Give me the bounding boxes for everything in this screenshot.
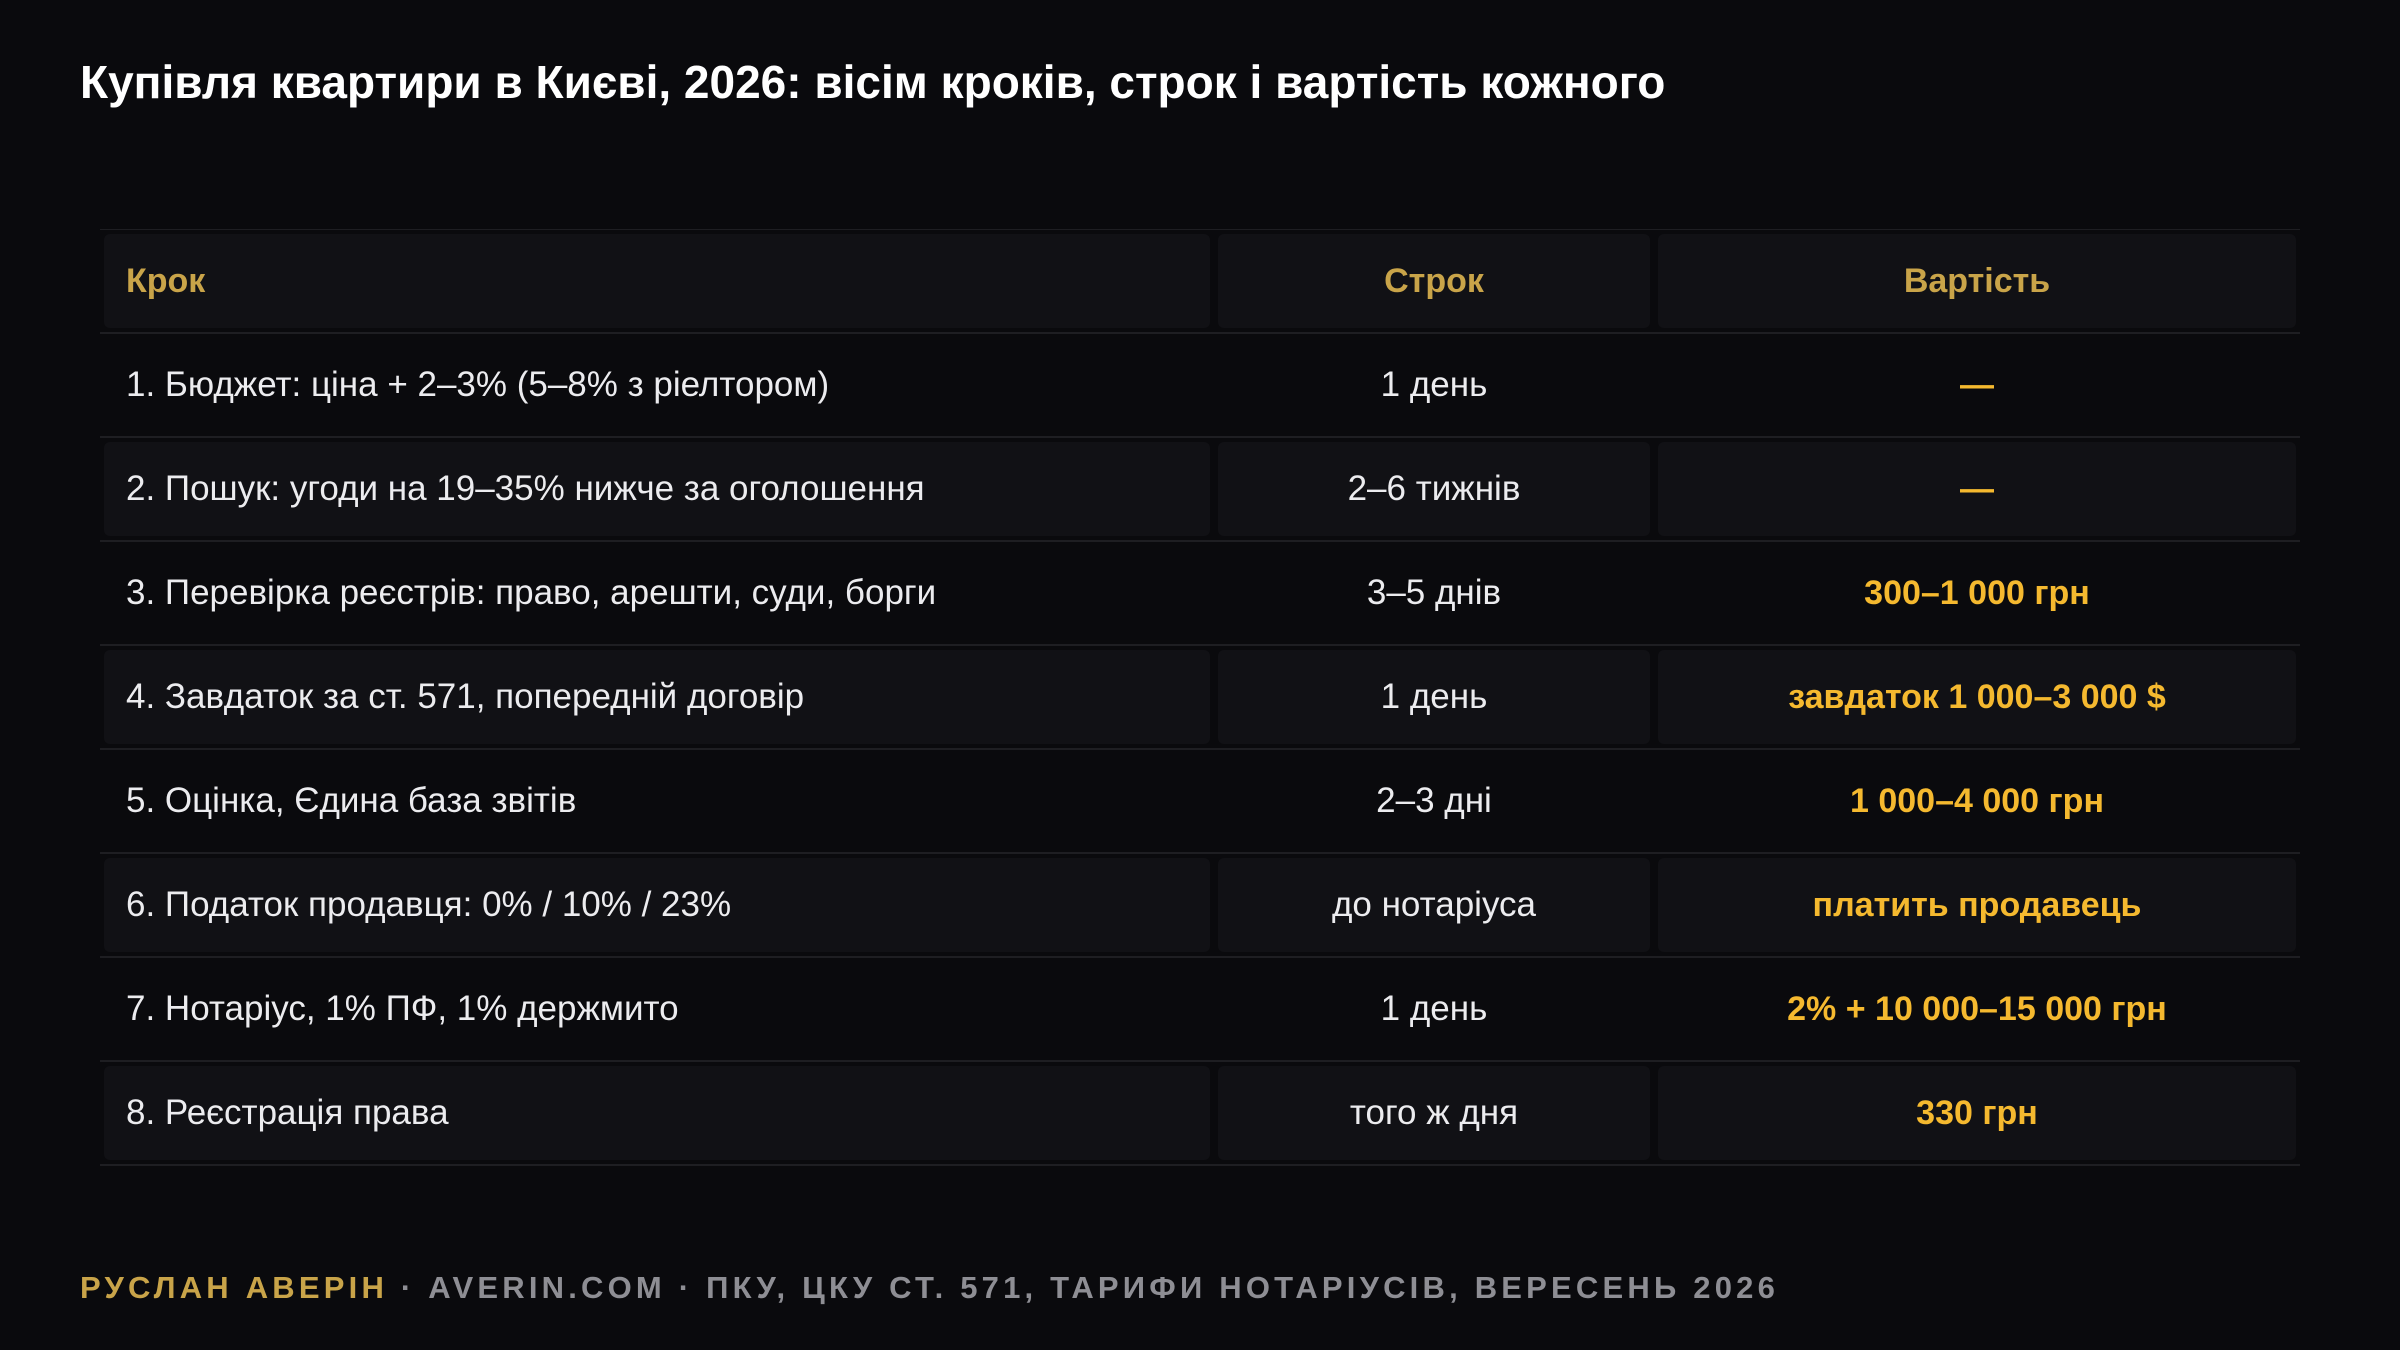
term-cell: того ж дня (1214, 1062, 1654, 1164)
cost-text: завдаток 1 000–3 000 $ (1788, 677, 2166, 716)
header-cell-term: Строк (1214, 230, 1654, 332)
cost-text: платить продавець (1812, 885, 2142, 924)
step-cell: 5. Оцінка, Єдина база звітів (100, 750, 1214, 852)
table-row: 1. Бюджет: ціна + 2–3% (5–8% з ріелтором… (100, 334, 2300, 438)
cost-cell: 300–1 000 грн (1654, 542, 2300, 644)
cost-text: 1 000–4 000 грн (1850, 781, 2104, 820)
table-row: 3. Перевірка реєстрів: право, арешти, су… (100, 542, 2300, 646)
cost-cell: — (1654, 334, 2300, 436)
table-row: 6. Податок продавця: 0% / 10% / 23% до н… (100, 854, 2300, 958)
table-row: 5. Оцінка, Єдина база звітів 2–3 дні 1 0… (100, 750, 2300, 854)
table-row: 2. Пошук: угоди на 19–35% нижче за оголо… (100, 438, 2300, 542)
step-text: 5. Оцінка, Єдина база звітів (126, 781, 577, 820)
term-text: 2–3 дні (1376, 781, 1492, 820)
header-term-label: Строк (1384, 261, 1484, 300)
cost-cell: завдаток 1 000–3 000 $ (1654, 646, 2300, 748)
step-text: 1. Бюджет: ціна + 2–3% (5–8% з ріелтором… (126, 365, 830, 404)
step-text: 6. Податок продавця: 0% / 10% / 23% (126, 885, 732, 924)
header-cell-step: Крок (100, 230, 1214, 332)
term-text: того ж дня (1349, 1093, 1519, 1132)
term-cell: 1 день (1214, 334, 1654, 436)
term-text: 3–5 днів (1366, 573, 1502, 612)
term-cell: 3–5 днів (1214, 542, 1654, 644)
term-cell: 2–3 дні (1214, 750, 1654, 852)
term-text: до нотаріуса (1331, 885, 1537, 924)
table-row: 4. Завдаток за ст. 571, попередній догов… (100, 646, 2300, 750)
cost-text: 330 грн (1916, 1093, 2038, 1132)
term-cell: до нотаріуса (1214, 854, 1654, 956)
cost-text: 300–1 000 грн (1864, 573, 2090, 612)
steps-table: Крок Строк Вартість 1. Бюджет: ціна + 2–… (100, 229, 2300, 1166)
cost-cell: 330 грн (1654, 1062, 2300, 1164)
header-step-label: Крок (126, 261, 206, 300)
step-cell: 8. Реєстрація права (100, 1062, 1214, 1164)
step-text: 4. Завдаток за ст. 571, попередній догов… (126, 677, 805, 716)
table-row: 7. Нотаріус, 1% ПФ, 1% держмито 1 день 2… (100, 958, 2300, 1062)
term-cell: 2–6 тижнів (1214, 438, 1654, 540)
step-cell: 3. Перевірка реєстрів: право, арешти, су… (100, 542, 1214, 644)
footer-credit: РУСЛАН АВЕРІН · AVERIN.COM · ПКУ, ЦКУ СТ… (80, 1270, 1779, 1306)
table-header-row: Крок Строк Вартість (100, 230, 2300, 334)
cost-cell: платить продавець (1654, 854, 2300, 956)
header-cell-cost: Вартість (1654, 230, 2300, 332)
step-cell: 6. Податок продавця: 0% / 10% / 23% (100, 854, 1214, 956)
step-text: 8. Реєстрація права (126, 1093, 449, 1132)
step-cell: 1. Бюджет: ціна + 2–3% (5–8% з ріелтором… (100, 334, 1214, 436)
cost-cell: — (1654, 438, 2300, 540)
cost-cell: 2% + 10 000–15 000 грн (1654, 958, 2300, 1060)
step-cell: 7. Нотаріус, 1% ПФ, 1% держмито (100, 958, 1214, 1060)
cost-text: — (1960, 365, 1994, 404)
term-text: 1 день (1380, 677, 1488, 716)
step-text: 7. Нотаріус, 1% ПФ, 1% держмито (126, 989, 679, 1028)
page-title: Купівля квартири в Києві, 2026: вісім кр… (80, 56, 1666, 108)
cost-text: 2% + 10 000–15 000 грн (1787, 989, 2167, 1028)
term-cell: 1 день (1214, 958, 1654, 1060)
term-text: 1 день (1380, 365, 1488, 404)
cost-text: — (1960, 469, 1994, 508)
footer-sources: · AVERIN.COM · ПКУ, ЦКУ СТ. 571, ТАРИФИ … (388, 1270, 1780, 1305)
term-text: 2–6 тижнів (1347, 469, 1521, 508)
footer-author: РУСЛАН АВЕРІН (80, 1270, 389, 1305)
term-cell: 1 день (1214, 646, 1654, 748)
step-text: 2. Пошук: угоди на 19–35% нижче за оголо… (126, 469, 925, 508)
cost-cell: 1 000–4 000 грн (1654, 750, 2300, 852)
step-cell: 4. Завдаток за ст. 571, попередній догов… (100, 646, 1214, 748)
table-row: 8. Реєстрація права того ж дня 330 грн (100, 1062, 2300, 1166)
term-text: 1 день (1380, 989, 1488, 1028)
step-text: 3. Перевірка реєстрів: право, арешти, су… (126, 573, 937, 612)
step-cell: 2. Пошук: угоди на 19–35% нижче за оголо… (100, 438, 1214, 540)
header-cost-label: Вартість (1903, 261, 2051, 300)
